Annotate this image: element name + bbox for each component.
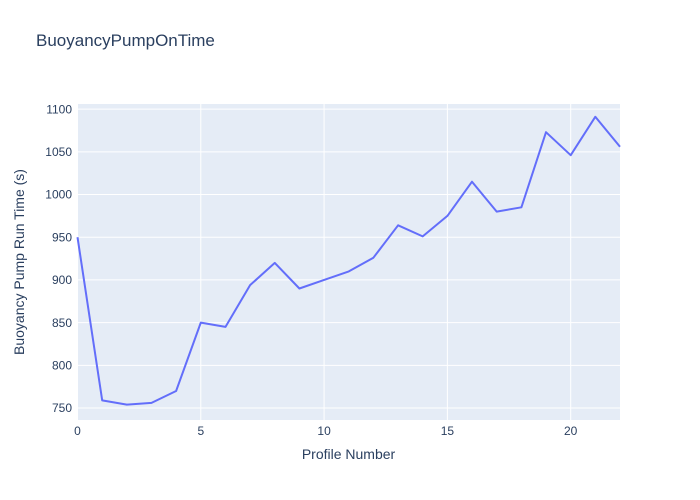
data-line[interactable]	[76, 115, 621, 406]
y-tick-label: 850	[52, 316, 72, 330]
x-tick-label: 10	[317, 424, 331, 438]
chart-title: BuoyancyPumpOnTime	[36, 31, 215, 50]
y-tick-label: 750	[52, 401, 72, 415]
x-tick-label: 0	[74, 424, 81, 438]
y-tick-label: 800	[52, 359, 72, 373]
y-tick-label: 1050	[45, 145, 72, 159]
x-tick-label: 5	[197, 424, 204, 438]
x-axis-title: Profile Number	[301, 446, 396, 462]
y-tick-label: 1000	[45, 188, 72, 202]
y-tick-label: 1100	[46, 102, 72, 116]
x-tick-label: 20	[564, 424, 578, 438]
y-axis-title: Buoyancy Pump Run Time (s)	[11, 169, 27, 355]
y-tick-label: 900	[52, 273, 72, 287]
y-tick-label: 950	[52, 230, 72, 244]
plot-background	[77, 104, 620, 420]
x-axis-title-wrap: Profile Number	[0, 446, 546, 462]
x-tick-label: 15	[441, 424, 455, 438]
